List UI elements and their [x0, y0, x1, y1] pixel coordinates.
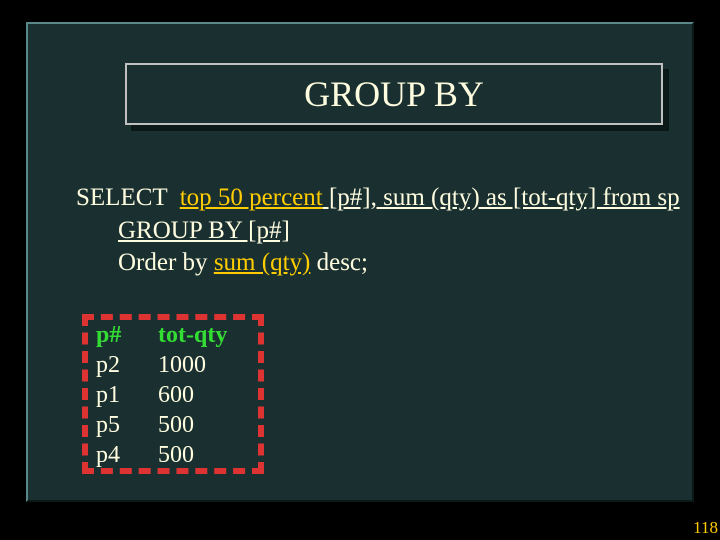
- sql-text: [p#], sum (qty) as [tot-qty] from sp: [323, 184, 680, 211]
- sql-line-1: SELECT top 50 percent [p#], sum (qty) as…: [76, 182, 680, 215]
- table-cell: 600: [158, 380, 248, 410]
- table-cell: p2: [96, 350, 158, 380]
- slide-number: 118: [693, 518, 718, 538]
- table-row: p4 500: [96, 440, 248, 470]
- sql-highlight: sum (qty): [214, 249, 311, 276]
- result-table: p# tot-qty p2 1000 p1 600 p5 500 p4 500: [96, 320, 248, 470]
- table-cell: 500: [158, 410, 248, 440]
- sql-text: SELECT: [76, 184, 180, 211]
- table-cell: p1: [96, 380, 158, 410]
- table-cell: 500: [158, 440, 248, 470]
- sql-line-3: Order by sum (qty) desc;: [76, 247, 680, 280]
- table-header-cell: p#: [96, 320, 158, 350]
- table-cell: 1000: [158, 350, 248, 380]
- table-row: p1 600: [96, 380, 248, 410]
- sql-text: desc;: [310, 249, 368, 276]
- sql-text: Order by: [118, 249, 214, 276]
- sql-code-block: SELECT top 50 percent [p#], sum (qty) as…: [76, 182, 680, 280]
- table-header-row: p# tot-qty: [96, 320, 248, 350]
- sql-text: GROUP BY [p#]: [118, 217, 290, 244]
- table-row: p5 500: [96, 410, 248, 440]
- title-box: GROUP BY: [125, 63, 663, 125]
- table-header-cell: tot-qty: [158, 320, 248, 350]
- slide-title: GROUP BY: [304, 73, 484, 115]
- table-cell: p4: [96, 440, 158, 470]
- sql-highlight: top 50 percent: [180, 184, 323, 211]
- table-cell: p5: [96, 410, 158, 440]
- table-row: p2 1000: [96, 350, 248, 380]
- slide-panel: GROUP BY SELECT top 50 percent [p#], sum…: [26, 22, 694, 502]
- sql-line-2: GROUP BY [p#]: [76, 215, 680, 248]
